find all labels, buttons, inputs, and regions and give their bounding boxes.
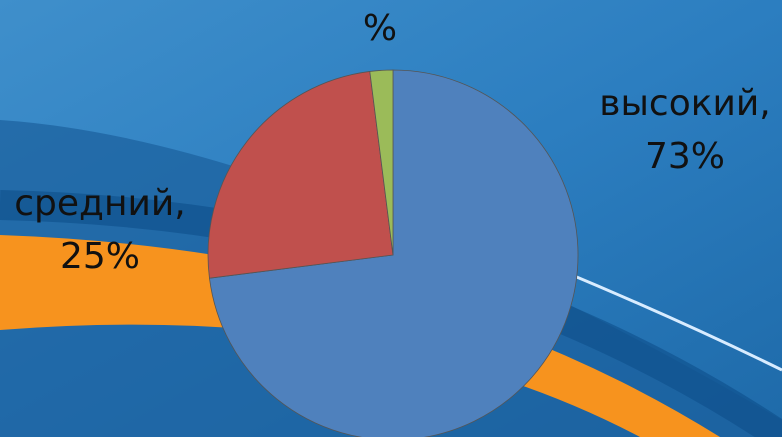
slice-label: средний,: [14, 183, 185, 224]
annotation: %: [363, 8, 397, 49]
chart: % высокий, 73% средний, 25%: [0, 0, 782, 437]
slice-value-label: 73%: [645, 136, 725, 177]
slice-value-label: 25%: [60, 236, 140, 277]
slice-label: высокий,: [599, 83, 770, 124]
